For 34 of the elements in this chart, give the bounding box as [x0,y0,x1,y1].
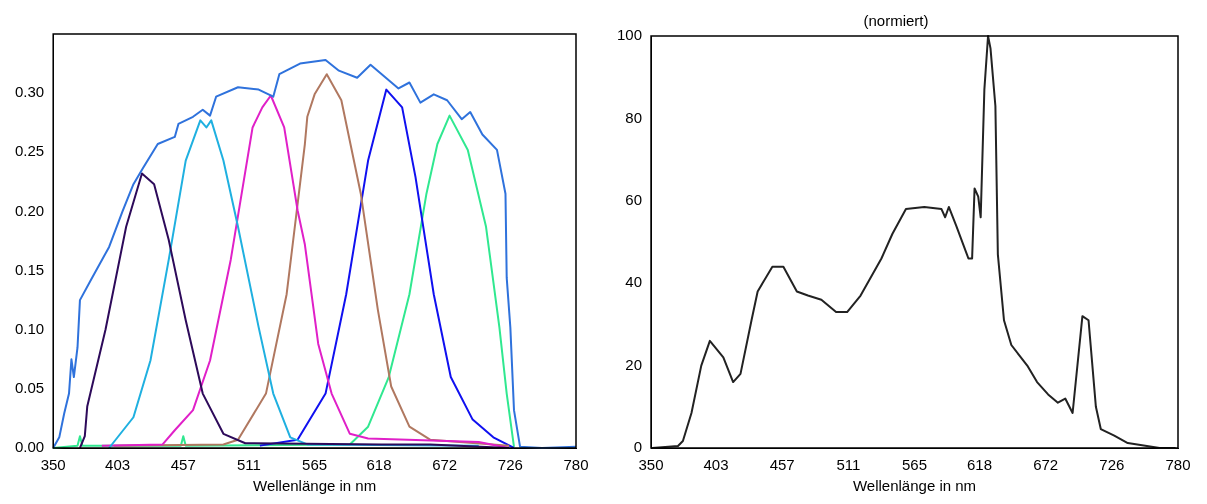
x-tick-label: 457 [170,456,196,474]
y-tick-label: 80 [625,108,643,126]
y-tick-label: 0.20 [14,201,45,219]
y-tick-label: 20 [625,355,643,373]
y-tick-label: 0.10 [14,319,45,337]
y-tick-label: 0.30 [14,83,45,101]
x-tick-label: 780 [563,456,589,474]
x-tick-label: 403 [703,456,729,474]
x-tick-label: 618 [966,456,992,474]
x-axis-title: Wellenlänge in nm [852,477,977,495]
x-tick-label: 511 [836,456,861,474]
x-tick-label: 726 [497,456,523,474]
chart-title: (normiert) [863,12,929,30]
x-tick-label: 672 [1033,456,1059,474]
x-tick-label: 457 [769,456,795,474]
x-tick-label: 672 [432,456,458,474]
x-tick-label: 403 [105,456,131,474]
x-tick-label: 780 [1165,456,1191,474]
y-tick-label: 0.25 [14,142,45,160]
x-tick-label: 511 [236,456,261,474]
y-tick-label: 100 [617,26,643,44]
x-axis-title: Wellenlänge in nm [253,477,377,495]
x-tick-label: 618 [366,456,392,474]
y-tick-label: 0.05 [14,379,45,396]
x-tick-label: 565 [302,456,328,474]
y-tick-label: 0.00 [14,438,45,456]
y-tick-label: 0 [633,438,643,456]
y-tick-label: 60 [625,190,643,208]
x-tick-label: 565 [902,456,928,474]
x-tick-label: 726 [1099,456,1125,474]
x-tick-label: 350 [638,456,664,474]
y-tick-label: 0.15 [14,260,45,278]
y-tick-label: 40 [625,273,643,291]
x-tick-label: 350 [40,456,66,474]
